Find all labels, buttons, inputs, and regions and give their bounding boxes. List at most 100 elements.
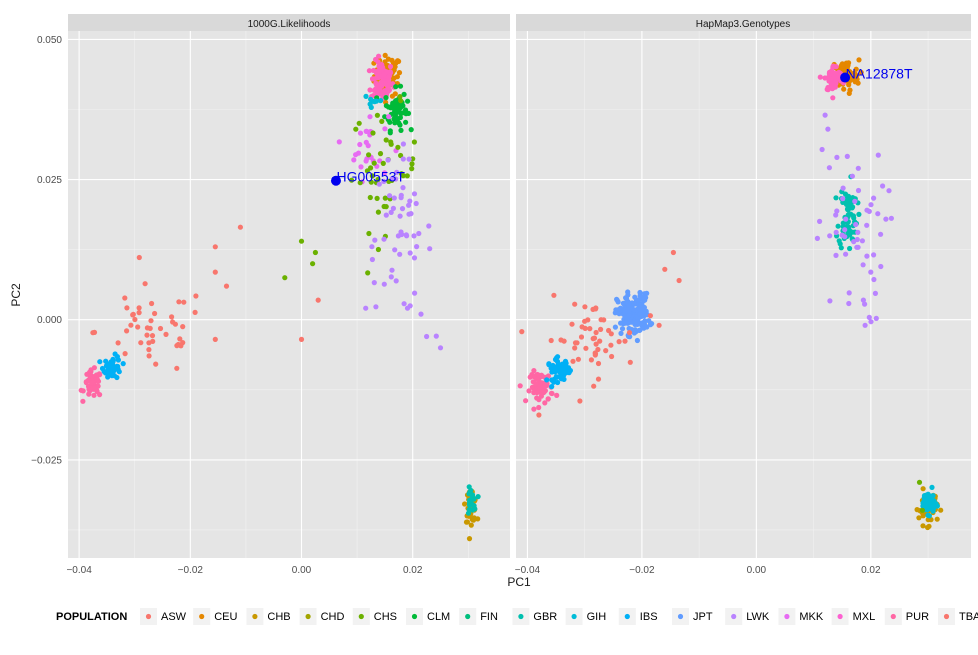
legend-label: MKK xyxy=(799,611,824,623)
data-point-asw xyxy=(582,304,588,310)
data-point-tsi xyxy=(367,87,373,93)
data-point-lwk xyxy=(369,244,375,250)
data-point-jpt xyxy=(637,311,643,318)
data-point-ibs xyxy=(110,356,116,362)
data-point-mxl xyxy=(868,269,874,275)
data-point-ceu xyxy=(391,75,397,81)
data-point-gih xyxy=(368,104,374,110)
data-point-lwk xyxy=(846,290,852,296)
data-point-chb xyxy=(938,507,944,513)
data-point-pur xyxy=(398,152,404,159)
x-tick-label: −0.04 xyxy=(515,565,541,576)
data-point-asw xyxy=(178,343,184,349)
data-point-chs xyxy=(282,275,288,281)
data-point-lwk xyxy=(827,233,833,239)
data-point-tba xyxy=(529,384,536,390)
legend-label: GBR xyxy=(533,611,557,623)
panel-2-strip xyxy=(516,14,971,31)
data-point-clm xyxy=(398,127,404,133)
data-point-lwk xyxy=(416,230,422,237)
data-point-gih xyxy=(833,195,839,201)
data-point-asw xyxy=(176,299,182,305)
data-point-ceu xyxy=(858,69,864,75)
data-point-lwk xyxy=(400,141,406,147)
data-point-lwk xyxy=(390,205,396,211)
data-point-asw xyxy=(169,314,175,320)
data-point-ceu xyxy=(854,73,860,79)
data-point-lwk xyxy=(854,244,860,250)
data-point-pur xyxy=(364,168,370,174)
data-point-lwk xyxy=(426,223,432,229)
data-point-lwk xyxy=(400,156,406,162)
data-point-pur xyxy=(397,94,403,100)
data-point-jpt xyxy=(631,301,637,307)
data-point-asw xyxy=(647,313,654,319)
data-point-lwk xyxy=(827,298,833,304)
data-point-jpt xyxy=(625,289,631,295)
data-point-lwk xyxy=(411,191,418,197)
data-point-yri xyxy=(536,412,542,418)
data-point-gih xyxy=(836,238,842,244)
data-point-lwk xyxy=(385,157,391,163)
data-point-jpt xyxy=(623,295,630,301)
data-point-lwk xyxy=(849,173,856,179)
legend-marker xyxy=(358,613,364,620)
data-point-clm xyxy=(401,91,407,97)
data-point-pur xyxy=(369,173,375,179)
data-point-jpt xyxy=(638,294,645,300)
data-point-jpt xyxy=(639,322,645,328)
data-point-asw xyxy=(148,318,154,324)
data-point-lwk xyxy=(873,315,879,321)
panel-1-background xyxy=(68,31,510,558)
data-point-tba xyxy=(531,368,537,374)
data-point-lwk xyxy=(839,232,845,238)
data-point-tba xyxy=(80,388,86,394)
data-point-tsi xyxy=(833,64,839,70)
data-point-lwk xyxy=(840,185,846,191)
data-point-asw xyxy=(136,305,142,311)
data-point-yri xyxy=(315,297,321,303)
y-tick-label: 0.050 xyxy=(37,35,62,46)
data-point-jpt xyxy=(618,330,624,336)
data-point-pur xyxy=(383,204,389,210)
data-point-lwk xyxy=(389,175,395,182)
data-point-clm xyxy=(397,114,403,121)
data-point-lwk xyxy=(389,267,395,273)
data-point-lwk xyxy=(411,255,418,261)
data-point-ibs xyxy=(554,358,561,365)
data-point-ibs xyxy=(108,367,114,373)
legend-label: MXL xyxy=(853,611,876,623)
data-point-asw xyxy=(115,340,121,346)
data-point-chs xyxy=(298,238,305,244)
x-tick-label: −0.02 xyxy=(178,565,204,576)
legend-marker xyxy=(837,613,843,620)
data-point-lwk xyxy=(403,232,409,238)
data-point-lwk xyxy=(878,231,884,237)
data-point-ibs xyxy=(567,367,574,374)
legend-marker xyxy=(731,613,737,620)
data-point-lwk xyxy=(860,262,866,268)
data-point-tba xyxy=(545,396,551,402)
data-point-chb xyxy=(475,516,481,522)
data-point-tba xyxy=(93,372,100,378)
panel-1-highlight: HG00553T xyxy=(330,169,405,186)
data-point-mxl xyxy=(363,158,369,164)
data-point-ibs xyxy=(97,359,103,365)
data-point-clm xyxy=(395,105,402,112)
data-point-pur xyxy=(375,209,381,215)
data-point-gih xyxy=(378,98,384,104)
data-point-gih xyxy=(845,212,851,218)
data-point-asw xyxy=(595,346,601,353)
legend-label: JPT xyxy=(693,611,713,623)
data-point-tsi xyxy=(376,53,382,59)
data-point-pur xyxy=(398,171,405,177)
legend-label: IBS xyxy=(640,611,658,623)
data-point-tba xyxy=(88,380,95,386)
data-point-asw xyxy=(122,351,128,357)
data-point-ibs xyxy=(555,354,561,360)
data-point-chb xyxy=(462,501,468,507)
data-point-asw xyxy=(593,329,599,336)
data-point-asw xyxy=(591,335,598,341)
data-point-jpt xyxy=(615,299,621,305)
